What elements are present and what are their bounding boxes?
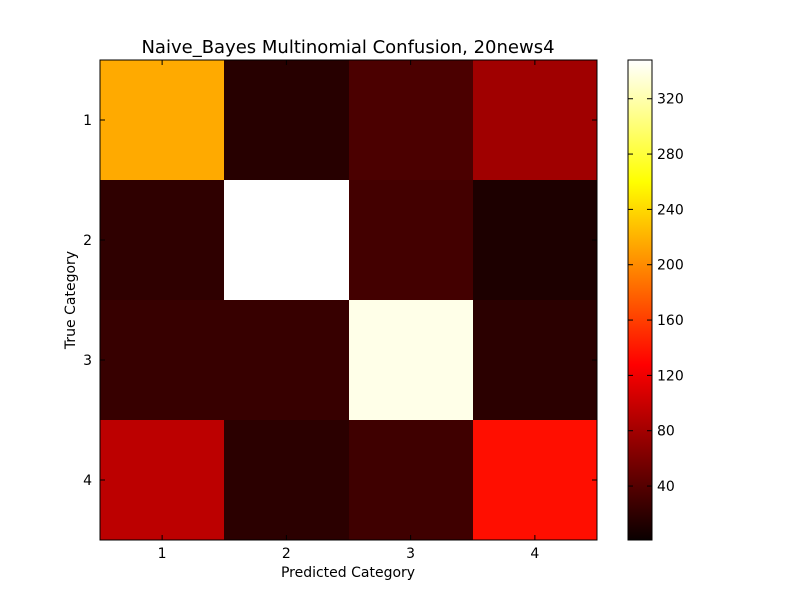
heatmap-cell-r3-c2 xyxy=(224,300,349,420)
heatmap-cell-r2-c3 xyxy=(349,180,473,300)
y-tick-label: 1 xyxy=(83,113,92,129)
x-tick-label: 4 xyxy=(530,546,539,562)
chart-title: Naive_Bayes Multinomial Confusion, 20new… xyxy=(141,37,554,58)
colorbar-tick-label: 280 xyxy=(657,147,684,163)
heatmap-cells xyxy=(100,60,597,540)
heatmap-cell-r2-c2 xyxy=(224,180,349,300)
colorbar-ticks: 40 80 120 160 200 240 280 320 xyxy=(628,92,684,495)
colorbar-tick-label: 240 xyxy=(657,202,684,218)
x-tick-label: 3 xyxy=(406,546,415,562)
colorbar-tick-label: 320 xyxy=(657,92,684,108)
heatmap-cell-r4-c3 xyxy=(349,420,473,540)
y-tick-label: 3 xyxy=(83,353,92,369)
colorbar-tick-label: 120 xyxy=(657,368,684,384)
colorbar-tick-label: 40 xyxy=(657,479,675,495)
colorbar xyxy=(627,59,653,541)
x-axis-label: Predicted Category xyxy=(281,565,415,581)
heatmap-cell-r2-c4 xyxy=(473,180,597,300)
x-tick-label: 1 xyxy=(158,546,167,562)
heatmap-cell-r4-c1 xyxy=(100,420,224,540)
colorbar-tick-label: 200 xyxy=(657,258,684,274)
heatmap-cell-r3-c4 xyxy=(473,300,597,420)
y-tick-label: 4 xyxy=(83,473,92,489)
heatmap-cell-r1-c1 xyxy=(100,60,224,180)
heatmap-cell-r4-c4 xyxy=(473,420,597,540)
heatmap-cell-r4-c2 xyxy=(224,420,349,540)
y-axis-label: True Category xyxy=(63,251,79,350)
heatmap-cell-r2-c1 xyxy=(100,180,224,300)
colorbar-tick-label: 160 xyxy=(657,313,684,329)
plot-frame xyxy=(99,59,598,541)
y-axis-ticks: 1 2 3 4 xyxy=(83,113,597,489)
x-tick-label: 2 xyxy=(282,546,291,562)
y-tick-label: 2 xyxy=(83,233,92,249)
colorbar-tick-label: 80 xyxy=(657,424,675,440)
heatmap-cell-r1-c2 xyxy=(224,60,349,180)
x-axis-ticks: 1 2 3 4 xyxy=(158,60,539,562)
heatmap-cell-r3-c1 xyxy=(100,300,224,420)
heatmap-cell-r1-c3 xyxy=(349,60,473,180)
heatmap-cell-r1-c4 xyxy=(473,60,597,180)
heatmap-cell-r3-c3 xyxy=(349,300,473,420)
